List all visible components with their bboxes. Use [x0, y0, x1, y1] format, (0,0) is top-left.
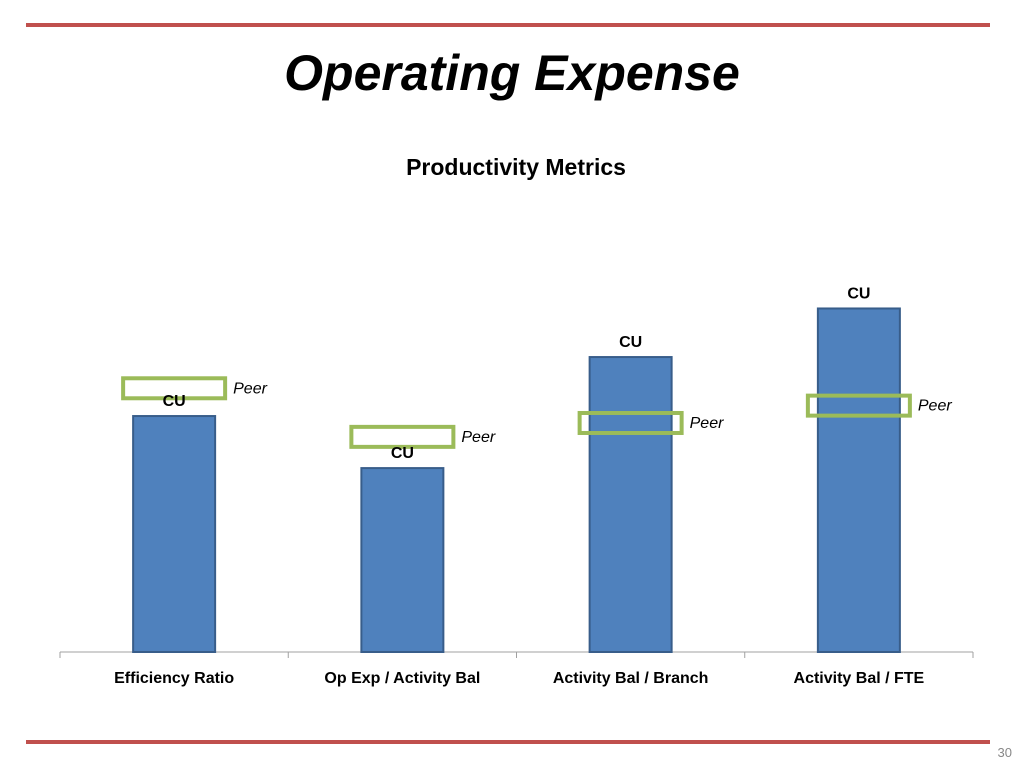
cu-bars — [132, 307, 901, 654]
peer-data-label: Peer — [233, 380, 267, 397]
slide-title: Operating Expense — [284, 45, 740, 101]
peer-marker — [349, 424, 456, 449]
category-label: Activity Bal / Branch — [553, 670, 709, 687]
cu-data-label: CU — [619, 334, 642, 351]
page-number: 30 — [997, 745, 1012, 760]
productivity-metrics-chart: Productivity Metrics CU Peer Efficiency Ra… — [59, 154, 974, 687]
chart-title: Productivity Metrics — [406, 154, 626, 180]
cu-bar — [588, 356, 673, 654]
cu-data-label: CU — [847, 285, 870, 302]
category-label: Activity Bal / FTE — [794, 670, 925, 687]
cu-bar — [816, 307, 901, 653]
peer-data-label: Peer — [690, 415, 724, 432]
peer-marker — [121, 376, 228, 401]
category-labels: CU Peer Efficiency Ratio CU Peer Op Exp / Act… — [114, 285, 952, 687]
peer-data-label: Peer — [918, 398, 952, 415]
peer-data-label: Peer — [461, 429, 495, 446]
top-accent-rule — [26, 23, 990, 27]
peer-marker — [805, 393, 912, 418]
peer-markers — [121, 376, 912, 449]
cu-data-label: CU — [391, 445, 414, 462]
category-label: Op Exp / Activity Bal — [324, 670, 480, 687]
bottom-accent-rule — [26, 740, 990, 744]
category-label: Efficiency Ratio — [114, 670, 234, 687]
cu-bar — [132, 415, 217, 654]
cu-data-label: CU — [163, 393, 186, 410]
cu-bar — [360, 467, 445, 653]
peer-marker — [577, 410, 684, 435]
